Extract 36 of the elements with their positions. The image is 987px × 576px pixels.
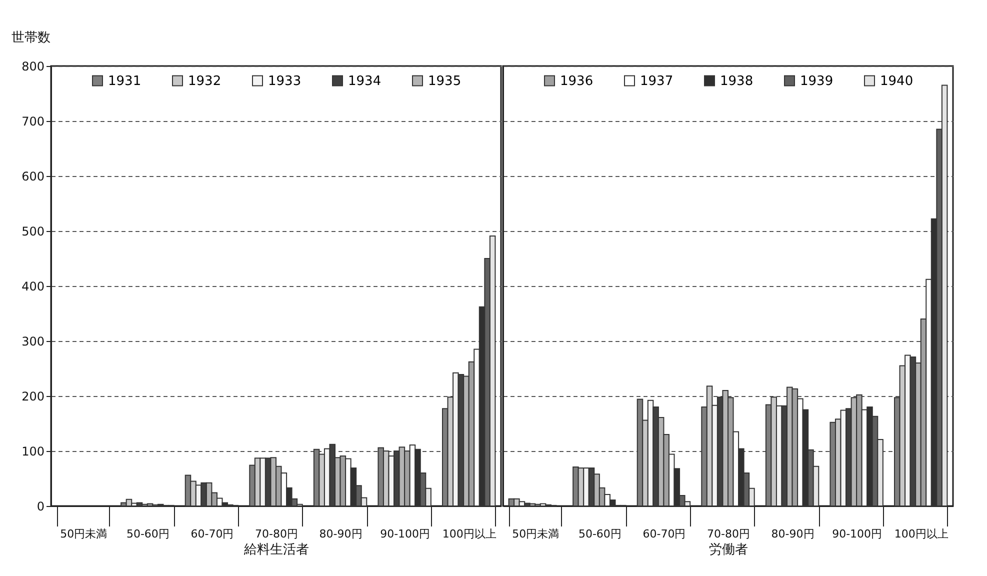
x-tick-label: 60-70円 <box>642 528 686 540</box>
legend-label: 1935 <box>428 74 462 89</box>
x-tick-label: 90-100円 <box>832 528 882 540</box>
x-tick-label: 50円未満 <box>512 528 560 540</box>
x-tick-label: 100円以上 <box>442 528 496 540</box>
legend-label: 1932 <box>188 74 222 89</box>
legend-label: 1931 <box>108 74 142 89</box>
x-tick-label: 90-100円 <box>380 528 430 540</box>
x-tick-label: 80-90円 <box>771 528 814 540</box>
y-axis-title: 世帯数 <box>12 30 50 46</box>
legend-label: 1938 <box>720 74 754 89</box>
legend-label: 1934 <box>348 74 382 89</box>
y-tick-label: 200 <box>22 390 44 404</box>
legend-label: 1933 <box>268 74 302 89</box>
y-tick-label: 700 <box>22 114 44 128</box>
x-tick-label: 100円以上 <box>894 528 948 540</box>
legend-label: 1936 <box>560 74 594 89</box>
x-tick-label: 70-80円 <box>707 528 750 540</box>
y-tick-label: 300 <box>22 334 44 348</box>
x-tick-label: 70-80円 <box>255 528 298 540</box>
x-tick-label: 80-90円 <box>319 528 362 540</box>
y-tick-label: 500 <box>22 224 44 238</box>
y-tick-label: 100 <box>22 444 44 458</box>
y-tick-label: 600 <box>22 170 44 184</box>
y-tick-label: 800 <box>22 60 44 74</box>
x-axis-title: 労働者 <box>709 542 748 558</box>
legend-label: 1940 <box>880 74 914 89</box>
y-tick-label: 0 <box>36 500 44 514</box>
x-tick-label: 50-60円 <box>126 528 170 540</box>
legend-label: 1939 <box>800 74 834 89</box>
y-tick-label: 400 <box>22 280 44 294</box>
x-tick-label: 50-60円 <box>578 528 622 540</box>
x-tick-label: 50円未満 <box>60 528 108 540</box>
x-axis-title: 給料生活者 <box>243 542 309 558</box>
x-tick-label: 60-70円 <box>190 528 234 540</box>
legend-label: 1937 <box>640 74 674 89</box>
